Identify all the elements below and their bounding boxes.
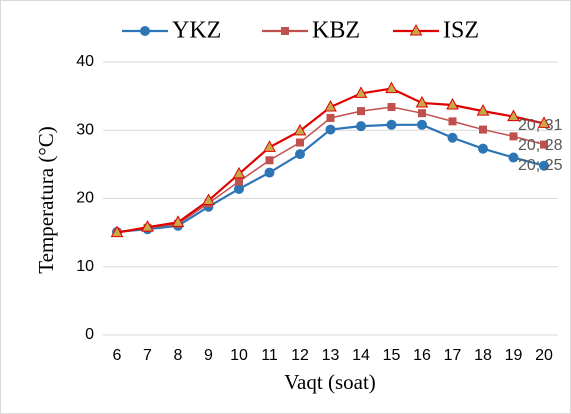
data-point <box>265 156 274 165</box>
x-tick-label: 9 <box>204 347 213 364</box>
data-point <box>171 215 185 227</box>
x-tick-label: 17 <box>444 347 462 364</box>
data-point <box>448 117 457 126</box>
data-point <box>202 193 215 206</box>
y-tick-label: 10 <box>76 258 94 275</box>
data-point <box>263 140 276 152</box>
legend-marker <box>409 23 423 36</box>
data-point <box>447 132 458 143</box>
x-tick-label: 10 <box>230 347 248 364</box>
data-point <box>234 183 244 194</box>
x-tick-label: 19 <box>505 347 523 364</box>
x-tick-label: 18 <box>474 347 492 364</box>
annotation: 20; 31 <box>518 117 563 134</box>
legend-marker <box>140 26 150 36</box>
data-point <box>418 109 426 118</box>
legend-label: KBZ <box>312 18 360 44</box>
x-tick-label: 20 <box>535 347 553 364</box>
data-point <box>507 109 520 122</box>
x-tick-label: 6 <box>113 347 122 364</box>
data-point <box>540 140 548 149</box>
data-point <box>295 149 305 160</box>
data-point <box>386 119 397 130</box>
data-point <box>264 167 275 178</box>
y-tick-label: 40 <box>76 53 94 70</box>
data-point <box>387 103 396 112</box>
data-point <box>508 152 519 163</box>
y-tick-label: 20 <box>76 190 94 207</box>
data-point <box>141 220 154 232</box>
data-point <box>296 138 304 147</box>
data-point <box>476 104 490 116</box>
data-point <box>110 225 124 238</box>
legend-label: ISZ <box>443 18 479 44</box>
annotation: 20; 25 <box>518 157 563 174</box>
x-tick-label: 15 <box>383 347 401 364</box>
legend-label: YKZ <box>172 18 221 44</box>
y-tick-label: 30 <box>76 121 94 138</box>
data-point <box>417 119 427 130</box>
x-tick-label: 14 <box>352 347 370 364</box>
x-tick-label: 13 <box>322 347 340 364</box>
data-point <box>385 81 398 94</box>
data-point <box>415 95 429 108</box>
data-point <box>479 125 487 134</box>
data-point <box>326 113 335 122</box>
y-tick-label: 0 <box>85 326 94 343</box>
data-point <box>325 124 336 135</box>
data-point <box>539 160 549 171</box>
x-tick-label: 8 <box>174 347 183 364</box>
data-point <box>356 121 366 132</box>
x-tick-label: 12 <box>291 347 309 364</box>
data-point <box>324 100 337 112</box>
data-point <box>232 166 246 179</box>
x-tick-label: 16 <box>413 347 431 364</box>
data-point <box>235 177 243 186</box>
data-point <box>537 116 551 128</box>
data-point <box>446 97 459 110</box>
data-point <box>478 143 488 154</box>
x-tick-label: 7 <box>143 347 152 364</box>
y-axis-label: Temperatura (°C) <box>34 126 58 273</box>
data-point <box>354 86 368 98</box>
data-point <box>357 107 365 116</box>
data-point <box>509 132 518 141</box>
x-tick-label: 11 <box>261 347 278 364</box>
legend-marker <box>281 27 289 35</box>
annotation: 20; 28 <box>518 137 563 154</box>
data-point <box>293 123 307 136</box>
x-axis-label: Vaqt (soat) <box>284 370 376 394</box>
